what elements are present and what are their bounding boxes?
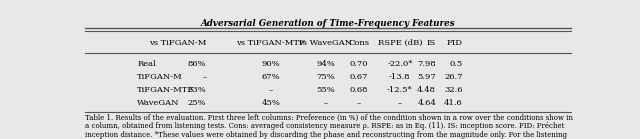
Text: –: –	[323, 99, 328, 107]
Text: –: –	[357, 99, 362, 107]
Text: Real: Real	[137, 60, 156, 68]
Text: 94%: 94%	[316, 60, 335, 68]
Text: a column, obtained from listening tests. Cons: averaged consistency measure ρ. R: a column, obtained from listening tests.…	[85, 122, 564, 130]
Text: -22.0*: -22.0*	[387, 60, 413, 68]
Text: 45%: 45%	[262, 99, 280, 107]
Text: IS: IS	[427, 39, 436, 47]
Text: FID: FID	[447, 39, 463, 47]
Text: vs WaveGAN: vs WaveGAN	[298, 39, 353, 47]
Text: Adversarial Generation of Time-Frequency Features: Adversarial Generation of Time-Frequency…	[201, 19, 455, 28]
Text: WaveGAN: WaveGAN	[137, 99, 180, 107]
Text: 26.7: 26.7	[444, 73, 463, 81]
Text: Table 1. Results of the evaluation. First three left columns: Preference (in %) : Table 1. Results of the evaluation. Firs…	[85, 114, 573, 122]
Text: –: –	[202, 73, 207, 81]
Text: vs TiFGAN-MTF: vs TiFGAN-MTF	[237, 39, 305, 47]
Text: -12.5*: -12.5*	[387, 86, 413, 94]
Text: –: –	[398, 99, 402, 107]
Text: 7.98: 7.98	[417, 60, 436, 68]
Text: 33%: 33%	[188, 86, 207, 94]
Text: 25%: 25%	[188, 99, 207, 107]
Text: 0.5: 0.5	[450, 60, 463, 68]
Text: -13.8: -13.8	[389, 73, 411, 81]
Text: vs TiFGAN-M: vs TiFGAN-M	[149, 39, 207, 47]
Text: 4.64: 4.64	[417, 99, 436, 107]
Text: RSPE (dB): RSPE (dB)	[378, 39, 422, 47]
Text: 4.48: 4.48	[417, 86, 436, 94]
Text: 67%: 67%	[262, 73, 280, 81]
Text: 86%: 86%	[188, 60, 207, 68]
Text: 55%: 55%	[316, 86, 335, 94]
Text: TiFGAN-MTF: TiFGAN-MTF	[137, 86, 195, 94]
Text: 32.6: 32.6	[444, 86, 463, 94]
Text: inception distance. *These values were obtained by discarding the phase and reco: inception distance. *These values were o…	[85, 131, 567, 139]
Text: Cons: Cons	[349, 39, 370, 47]
Text: 0.68: 0.68	[350, 86, 369, 94]
Text: 0.70: 0.70	[350, 60, 369, 68]
Text: 75%: 75%	[316, 73, 335, 81]
Text: 41.6: 41.6	[444, 99, 463, 107]
Text: –: –	[269, 86, 273, 94]
Text: TiFGAN-M: TiFGAN-M	[137, 73, 183, 81]
Text: 0.67: 0.67	[350, 73, 369, 81]
Text: 5.97: 5.97	[417, 73, 436, 81]
Text: 90%: 90%	[262, 60, 280, 68]
